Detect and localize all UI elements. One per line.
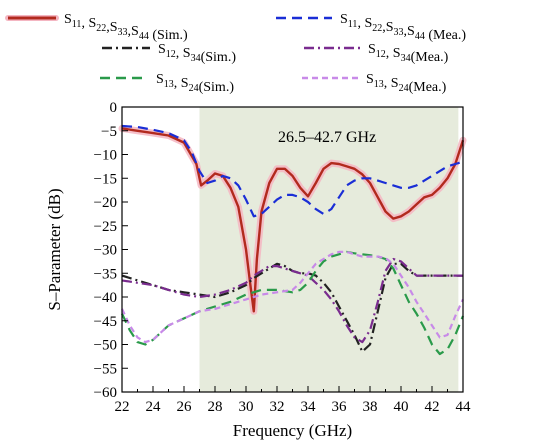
legend-label: S12, S34(Sim.) bbox=[158, 42, 236, 65]
series-1-line bbox=[121, 124, 464, 218]
series-5-line bbox=[121, 250, 464, 344]
frequency-band-highlight bbox=[199, 107, 459, 392]
y-tick-label: 0 bbox=[110, 100, 118, 116]
band-annotation: 26.5–42.7 GHz bbox=[278, 129, 376, 146]
y-tick-label: −25 bbox=[94, 219, 117, 235]
legend-entry-1: S11, S22,S33,S44 (Mea.) bbox=[276, 12, 466, 43]
y-tick-label: −50 bbox=[94, 338, 117, 354]
x-axis-title: Frequency (GHz) bbox=[233, 421, 352, 440]
x-tick-label: 24 bbox=[146, 399, 162, 415]
legend-label: S12, S34(Mea.) bbox=[368, 42, 449, 65]
x-tick-label: 30 bbox=[239, 399, 254, 415]
y-tick-label: −60 bbox=[94, 385, 117, 401]
x-tick-label: 42 bbox=[425, 399, 440, 415]
x-tick-label: 44 bbox=[456, 399, 472, 415]
legend-label: S11, S22,S33,S44 (Mea.) bbox=[340, 12, 466, 43]
x-tick-label: 26 bbox=[177, 399, 193, 415]
y-tick-label: −55 bbox=[94, 361, 117, 377]
x-tick-label: 22 bbox=[115, 399, 130, 415]
y-tick-label: −30 bbox=[94, 243, 117, 259]
x-tick-label: 38 bbox=[363, 399, 378, 415]
y-axis: 0 −5 −10 −15 −20 −25 −30 −35 −40 −45 −50 −55 −60 bbox=[94, 100, 128, 401]
y-tick-label: −40 bbox=[94, 290, 117, 306]
y-tick-label: −35 bbox=[94, 266, 117, 282]
legend-entry-4: S13, S24(Sim.) bbox=[100, 72, 234, 95]
legend-entry-0: S11, S22,S33,S44 (Sim.) bbox=[5, 12, 188, 43]
legend-entry-2: S12, S34(Sim.) bbox=[102, 42, 236, 65]
legend-label: S13, S24(Mea.) bbox=[366, 72, 447, 95]
y-tick-label: −45 bbox=[94, 314, 117, 330]
x-axis: 22 24 26 28 30 32 34 36 38 40 42 44 bbox=[115, 386, 472, 415]
series-0-line bbox=[121, 127, 465, 313]
y-tick-label: −15 bbox=[94, 171, 117, 187]
x-tick-label: 40 bbox=[394, 399, 409, 415]
x-tick-label: 36 bbox=[332, 399, 348, 415]
x-tick-label: 32 bbox=[270, 399, 285, 415]
x-tick-label: 34 bbox=[301, 399, 317, 415]
y-tick-label: −5 bbox=[101, 124, 117, 140]
legend-entry-5: S13, S24(Mea.) bbox=[302, 72, 447, 95]
legend-entry-3: S12, S34(Mea.) bbox=[304, 42, 449, 65]
legend: S11, S22,S33,S44 (Sim.) S11, S22,S33,S44 … bbox=[5, 12, 466, 95]
x-tick-label: 28 bbox=[208, 399, 223, 415]
legend-label: S11, S22,S33,S44 (Sim.) bbox=[64, 12, 188, 43]
y-tick-label: −20 bbox=[94, 195, 117, 211]
y-tick-label: −10 bbox=[94, 148, 117, 164]
legend-label: S13, S24(Sim.) bbox=[156, 72, 234, 95]
y-axis-title: S–Parameter (dB) bbox=[45, 188, 64, 310]
series-layer bbox=[118, 124, 467, 356]
series-3-line bbox=[121, 257, 463, 344]
